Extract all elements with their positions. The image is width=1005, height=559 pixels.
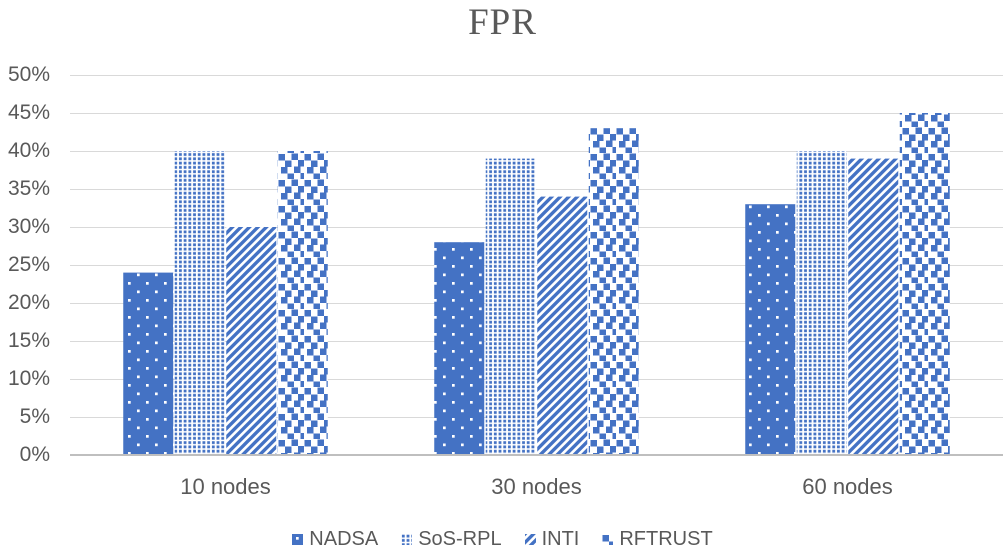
y-tick-label-50%: 50% xyxy=(7,63,50,86)
y-tick-label-5%: 5% xyxy=(19,405,50,428)
y-tick-label-25%: 25% xyxy=(7,253,50,276)
gridline-5% xyxy=(70,416,1003,418)
y-tick-label-45%: 45% xyxy=(7,101,50,124)
y-axis-labels: 0% 5% 10% 15% 20% 25% 30% 35% 40% 45% 50% xyxy=(0,0,50,559)
gridline-50% xyxy=(70,74,1003,76)
legend-label-inti: INTI xyxy=(541,528,580,550)
bar-nadsa-10-nodes xyxy=(123,272,174,455)
legend-swatch-nadsa xyxy=(292,533,304,545)
gridline-20% xyxy=(70,302,1003,304)
legend-item-sos-rpl: SoS-RPL xyxy=(401,527,502,551)
legend-item-inti: INTI xyxy=(524,527,580,551)
bars-svg xyxy=(123,113,950,455)
gridline-10% xyxy=(70,378,1003,380)
legend-label-sos-rpl: SoS-RPL xyxy=(418,528,502,550)
bar-inti-60-nodes xyxy=(848,158,899,455)
bar-nadsa-30-nodes xyxy=(434,242,485,455)
bar-inti-30-nodes xyxy=(537,196,588,455)
bar-nadsa-60-nodes xyxy=(745,204,796,455)
x-category-label-30-nodes: 30 nodes xyxy=(491,474,582,499)
y-tick-label-35%: 35% xyxy=(7,177,50,200)
gridline-45% xyxy=(70,112,1003,114)
legend-swatch-rftrust xyxy=(602,533,614,545)
y-tick-label-0%: 0% xyxy=(19,443,50,466)
gridline-35% xyxy=(70,188,1003,190)
x-category-label-60-nodes: 60 nodes xyxy=(802,474,893,499)
y-tick-label-15%: 15% xyxy=(7,329,50,352)
chart-title: FPR xyxy=(468,2,537,43)
legend-label-rftrust: RFTRUST xyxy=(619,528,713,550)
y-tick-label-40%: 40% xyxy=(7,139,50,162)
bar-inti-10-nodes xyxy=(226,227,277,455)
y-tick-label-10%: 10% xyxy=(7,367,50,390)
bar-rftrust-60-nodes xyxy=(899,113,950,455)
x-axis-line xyxy=(70,454,1003,456)
gridline-15% xyxy=(70,340,1003,342)
legend-swatch-sos-rpl xyxy=(401,533,413,545)
gridline-40% xyxy=(70,150,1003,152)
x-category-label-10-nodes: 10 nodes xyxy=(180,474,271,499)
gridline-30% xyxy=(70,226,1003,228)
legend-item-nadsa: NADSA xyxy=(292,527,378,551)
gridline-25% xyxy=(70,264,1003,266)
legend-swatch-inti xyxy=(524,533,536,545)
y-tick-label-30%: 30% xyxy=(7,215,50,238)
bar-sos-rpl-60-nodes xyxy=(796,151,847,455)
bar-rftrust-10-nodes xyxy=(277,151,328,455)
legend-label-nadsa: NADSA xyxy=(309,528,379,550)
legend: NADSA SoS-RPL INTI RFTRUST xyxy=(0,527,1005,551)
y-tick-label-20%: 20% xyxy=(7,291,50,314)
bar-sos-rpl-30-nodes xyxy=(485,158,536,455)
bar-rftrust-30-nodes xyxy=(588,128,639,455)
legend-item-rftrust: RFTRUST xyxy=(602,527,713,551)
bar-sos-rpl-10-nodes xyxy=(174,151,225,455)
